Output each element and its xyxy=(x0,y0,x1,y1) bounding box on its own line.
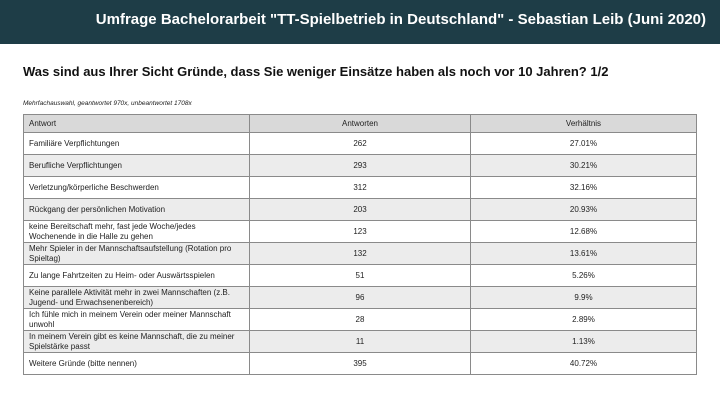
answer-cell: Ich fühle mich in meinem Verein oder mei… xyxy=(23,308,250,331)
ratio-cell: 1.13% xyxy=(470,330,697,353)
ratio-cell: 12.68% xyxy=(470,220,697,243)
ratio-cell: 2.89% xyxy=(470,308,697,331)
count-cell: 262 xyxy=(249,132,471,155)
count-cell: 203 xyxy=(249,198,471,221)
question-title: Was sind aus Ihrer Sicht Gründe, dass Si… xyxy=(23,64,609,79)
count-cell: 132 xyxy=(249,242,471,265)
ratio-cell: 5.26% xyxy=(470,264,697,287)
answer-cell: In meinem Verein gibt es keine Mannschaf… xyxy=(23,330,250,353)
answer-cell: keine Bereitschaft mehr, fast jede Woche… xyxy=(23,220,250,243)
table-row: keine Bereitschaft mehr, fast jede Woche… xyxy=(23,220,697,243)
table-row: Verletzung/körperliche Beschwerden 312 3… xyxy=(23,176,697,199)
header-ratio: Verhältnis xyxy=(470,114,697,133)
ratio-cell: 30.21% xyxy=(470,154,697,177)
count-cell: 28 xyxy=(249,308,471,331)
answer-cell: Berufliche Verpflichtungen xyxy=(23,154,250,177)
table-row: Ich fühle mich in meinem Verein oder mei… xyxy=(23,308,697,331)
header-bar: Umfrage Bachelorarbeit "TT-Spielbetrieb … xyxy=(0,0,720,44)
count-cell: 293 xyxy=(249,154,471,177)
table-row: Keine parallele Aktivität mehr in zwei M… xyxy=(23,286,697,309)
ratio-cell: 13.61% xyxy=(470,242,697,265)
count-cell: 123 xyxy=(249,220,471,243)
answer-cell: Verletzung/körperliche Beschwerden xyxy=(23,176,250,199)
ratio-cell: 9.9% xyxy=(470,286,697,309)
count-cell: 11 xyxy=(249,330,471,353)
answer-cell: Rückgang der persönlichen Motivation xyxy=(23,198,250,221)
answer-cell: Zu lange Fahrtzeiten zu Heim- oder Auswä… xyxy=(23,264,250,287)
table-row: Berufliche Verpflichtungen 293 30.21% xyxy=(23,154,697,177)
table-row: Familiäre Verpflichtungen 262 27.01% xyxy=(23,132,697,155)
results-table: Antwort Antworten Verhältnis Familiäre V… xyxy=(23,114,697,375)
answer-cell: Mehr Spieler in der Mannschaftsaufstellu… xyxy=(23,242,250,265)
ratio-cell: 40.72% xyxy=(470,352,697,375)
answer-cell: Familiäre Verpflichtungen xyxy=(23,132,250,155)
header-answer: Antwort xyxy=(23,114,250,133)
table-row: In meinem Verein gibt es keine Mannschaf… xyxy=(23,330,697,353)
count-cell: 96 xyxy=(249,286,471,309)
count-cell: 395 xyxy=(249,352,471,375)
response-meta: Mehrfachauswahl, geantwortet 970x, unbea… xyxy=(23,100,192,107)
ratio-cell: 32.16% xyxy=(470,176,697,199)
count-cell: 312 xyxy=(249,176,471,199)
ratio-cell: 27.01% xyxy=(470,132,697,155)
table-row: Mehr Spieler in der Mannschaftsaufstellu… xyxy=(23,242,697,265)
header-count: Antworten xyxy=(249,114,471,133)
answer-cell: Keine parallele Aktivität mehr in zwei M… xyxy=(23,286,250,309)
header-title: Umfrage Bachelorarbeit "TT-Spielbetrieb … xyxy=(95,11,706,28)
count-cell: 51 xyxy=(249,264,471,287)
table-header-row: Antwort Antworten Verhältnis xyxy=(23,114,697,133)
answer-cell: Weitere Gründe (bitte nennen) xyxy=(23,352,250,375)
ratio-cell: 20.93% xyxy=(470,198,697,221)
table-row: Rückgang der persönlichen Motivation 203… xyxy=(23,198,697,221)
table-row: Weitere Gründe (bitte nennen) 395 40.72% xyxy=(23,352,697,375)
table-row: Zu lange Fahrtzeiten zu Heim- oder Auswä… xyxy=(23,264,697,287)
